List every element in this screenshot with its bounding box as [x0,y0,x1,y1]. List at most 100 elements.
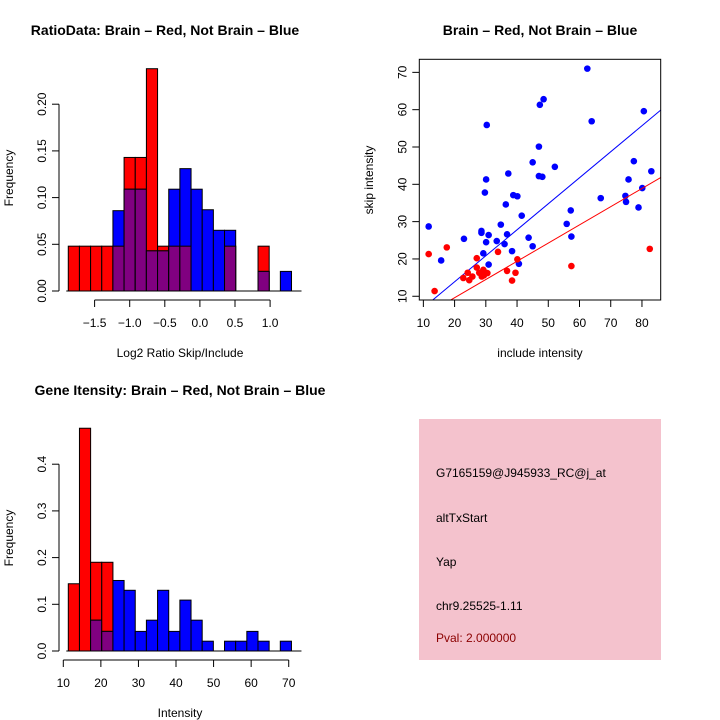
gene-bar-brain [67,583,80,652]
point-brain [514,256,521,263]
gene-bar-not-brain [123,589,136,652]
gene-bar-not-brain [235,640,248,652]
ratio-x-tick-label: 1.0 [262,316,279,330]
ratio-histogram-ylabel: Frequency [2,150,16,207]
ratio-y-tick-label: 0.00 [35,279,49,303]
gene-bar-not-brain [279,640,292,652]
gene-y-tick-label: 0.1 [35,596,49,613]
scatter-x-tick-label: 50 [542,316,556,330]
fit-line-brain [449,177,661,300]
point-not-brain [584,65,591,72]
point-not-brain [630,157,638,165]
point-not-brain [540,95,547,103]
point-brain [473,254,481,262]
gene-name: Yap [436,555,457,569]
point-not-brain [478,229,485,237]
ratio-bar-brain [90,245,103,292]
scatter-plot-box [418,58,662,301]
ratio-bar-overlap [134,188,147,292]
ratio-histogram: RatioData: Brain – Red, Not Brain – Blue… [2,22,302,360]
ratio-bar-not-brain [212,229,226,292]
scatter-y-tick-label: 60 [395,103,409,117]
point-not-brain [567,207,575,214]
scatter-x-tick-label: 60 [573,316,587,330]
pval: Pval: 2.000000 [436,631,516,645]
point-not-brain [493,237,501,245]
point-not-brain [460,235,468,243]
scatter-title: Brain – Red, Not Brain – Blue [443,22,638,38]
gene-y-tick-label: 0.0 [35,642,49,659]
point-not-brain [568,233,575,240]
point-not-brain [635,204,642,211]
gene-x-tick-label: 50 [207,676,221,690]
scatter-ylabel: skip intensity [362,146,376,215]
scatter-y-tick-label: 20 [395,252,409,266]
gene-bar-not-brain [246,630,259,652]
gene-histogram-ylabel: Frequency [2,510,16,567]
point-not-brain [437,257,445,264]
scatter-x-tick-label: 30 [479,316,493,330]
point-not-brain [563,220,571,228]
gene-bar-overlap [90,619,103,652]
ratio-bar-brain [101,245,114,292]
gene-bar-not-brain [168,630,181,652]
point-not-brain [497,221,505,228]
gene-y-tick-label: 0.2 [35,549,49,566]
gene-histogram-xlabel: Intensity [158,706,203,720]
gene-bar-not-brain [257,640,270,652]
point-not-brain [481,189,489,196]
point-not-brain [514,192,521,200]
scatter-y-tick-label: 70 [395,65,409,79]
ratio-histogram-xlabel: Log2 Ratio Skip/Include [117,346,244,360]
gene-x-tick-label: 10 [57,676,71,690]
point-not-brain [483,121,491,129]
gene-bar-overlap [101,630,114,652]
ratio-histogram-title: RatioData: Brain – Red, Not Brain – Blue [31,22,300,38]
ratio-y-tick-label: 0.05 [35,232,49,256]
ratio-bar-overlap [123,188,136,292]
ratio-bar-overlap [179,245,192,292]
point-brain [443,244,451,251]
gene-histogram-title: Gene Itensity: Brain – Red, Not Brain – … [35,382,326,398]
point-brain [473,264,481,271]
ratio-x-tick-label: −1.0 [118,316,142,330]
scatter-x-tick-label: 10 [417,316,431,330]
ratio-x-tick-label: −1.5 [83,316,107,330]
point-not-brain [529,242,536,250]
info-panel-background [419,419,661,660]
scatter-y-tick-label: 50 [395,140,409,154]
event-type: altTxStart [436,511,488,525]
point-not-brain [425,223,432,230]
gene-intensity-histogram: Gene Itensity: Brain – Red, Not Brain – … [2,382,326,720]
point-not-brain [529,158,536,166]
gene-x-tick-label: 30 [132,676,146,690]
point-brain [508,277,516,284]
info-panel: G7165159@J945933_RC@j_at altTxStart Yap … [419,419,661,660]
gene-bar-not-brain [134,630,147,652]
gene-bar-not-brain [190,619,203,652]
scatter-x-tick-label: 70 [604,316,618,330]
point-not-brain [648,167,655,175]
ratio-bar-overlap [257,270,270,292]
location: chr9.25525-1.11 [436,599,523,613]
point-not-brain [518,212,526,219]
gene-bar-brain [78,427,92,652]
point-brain [503,267,511,275]
point-not-brain [622,198,630,206]
scatter-x-tick-label: 20 [448,316,462,330]
scatter-y-tick-label: 10 [395,289,409,303]
scatter-x-tick-label: 80 [635,316,649,330]
ratio-bar-brain [78,245,92,292]
scatter-xlabel: include intensity [497,346,582,360]
point-brain [425,250,432,258]
ratio-y-tick-label: 0.20 [35,92,49,116]
point-not-brain [535,143,543,150]
gene-bar-not-brain [112,579,125,652]
ratio-y-tick-label: 0.10 [35,186,49,210]
ratio-bar-overlap [224,245,237,292]
point-not-brain [536,101,544,109]
point-brain [469,273,476,280]
point-not-brain [597,194,605,202]
point-brain [464,269,472,277]
point-brain [646,245,654,253]
